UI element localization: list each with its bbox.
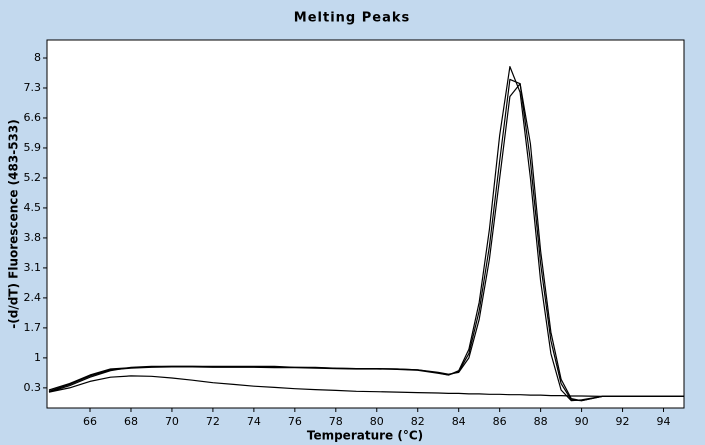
x-tick-label: 90 xyxy=(575,415,589,428)
x-tick-label: 80 xyxy=(370,415,384,428)
x-tick-label: 94 xyxy=(657,415,671,428)
x-tick-label: 78 xyxy=(329,415,343,428)
y-tick-label: 1.7 xyxy=(24,321,42,334)
y-axis-label: -(d/dT) Fluorescence (483-533) xyxy=(7,119,21,328)
plot-area xyxy=(46,39,685,409)
y-tick-label: 5.9 xyxy=(24,141,42,154)
x-tick-label: 70 xyxy=(165,415,179,428)
y-tick-label: 0.3 xyxy=(24,381,42,394)
y-tick-label: 2.4 xyxy=(24,291,42,304)
x-tick-label: 82 xyxy=(411,415,425,428)
y-tick-label: 1 xyxy=(34,351,41,364)
y-tick-label: 6.6 xyxy=(24,111,42,124)
y-tick-label: 8 xyxy=(34,51,41,64)
x-tick-label: 76 xyxy=(288,415,302,428)
x-axis-label: Temperature (°C) xyxy=(307,429,423,443)
x-tick-label: 68 xyxy=(124,415,138,428)
melt-curve xyxy=(48,83,684,402)
y-tick-label: 4.5 xyxy=(24,201,42,214)
x-tick-label: 92 xyxy=(616,415,630,428)
x-tick-label: 66 xyxy=(83,415,97,428)
melt-curve xyxy=(48,375,684,397)
y-tick-label: 5.2 xyxy=(24,171,42,184)
x-tick-label: 84 xyxy=(452,415,466,428)
x-tick-label: 86 xyxy=(493,415,507,428)
x-tick-label: 72 xyxy=(206,415,220,428)
x-tick-label: 74 xyxy=(247,415,261,428)
y-tick-label: 7.3 xyxy=(24,81,42,94)
chart-title: Melting Peaks xyxy=(294,11,410,26)
y-tick-label: 3.1 xyxy=(24,261,42,274)
y-tick-label: 3.8 xyxy=(24,231,42,244)
x-tick-label: 88 xyxy=(534,415,548,428)
